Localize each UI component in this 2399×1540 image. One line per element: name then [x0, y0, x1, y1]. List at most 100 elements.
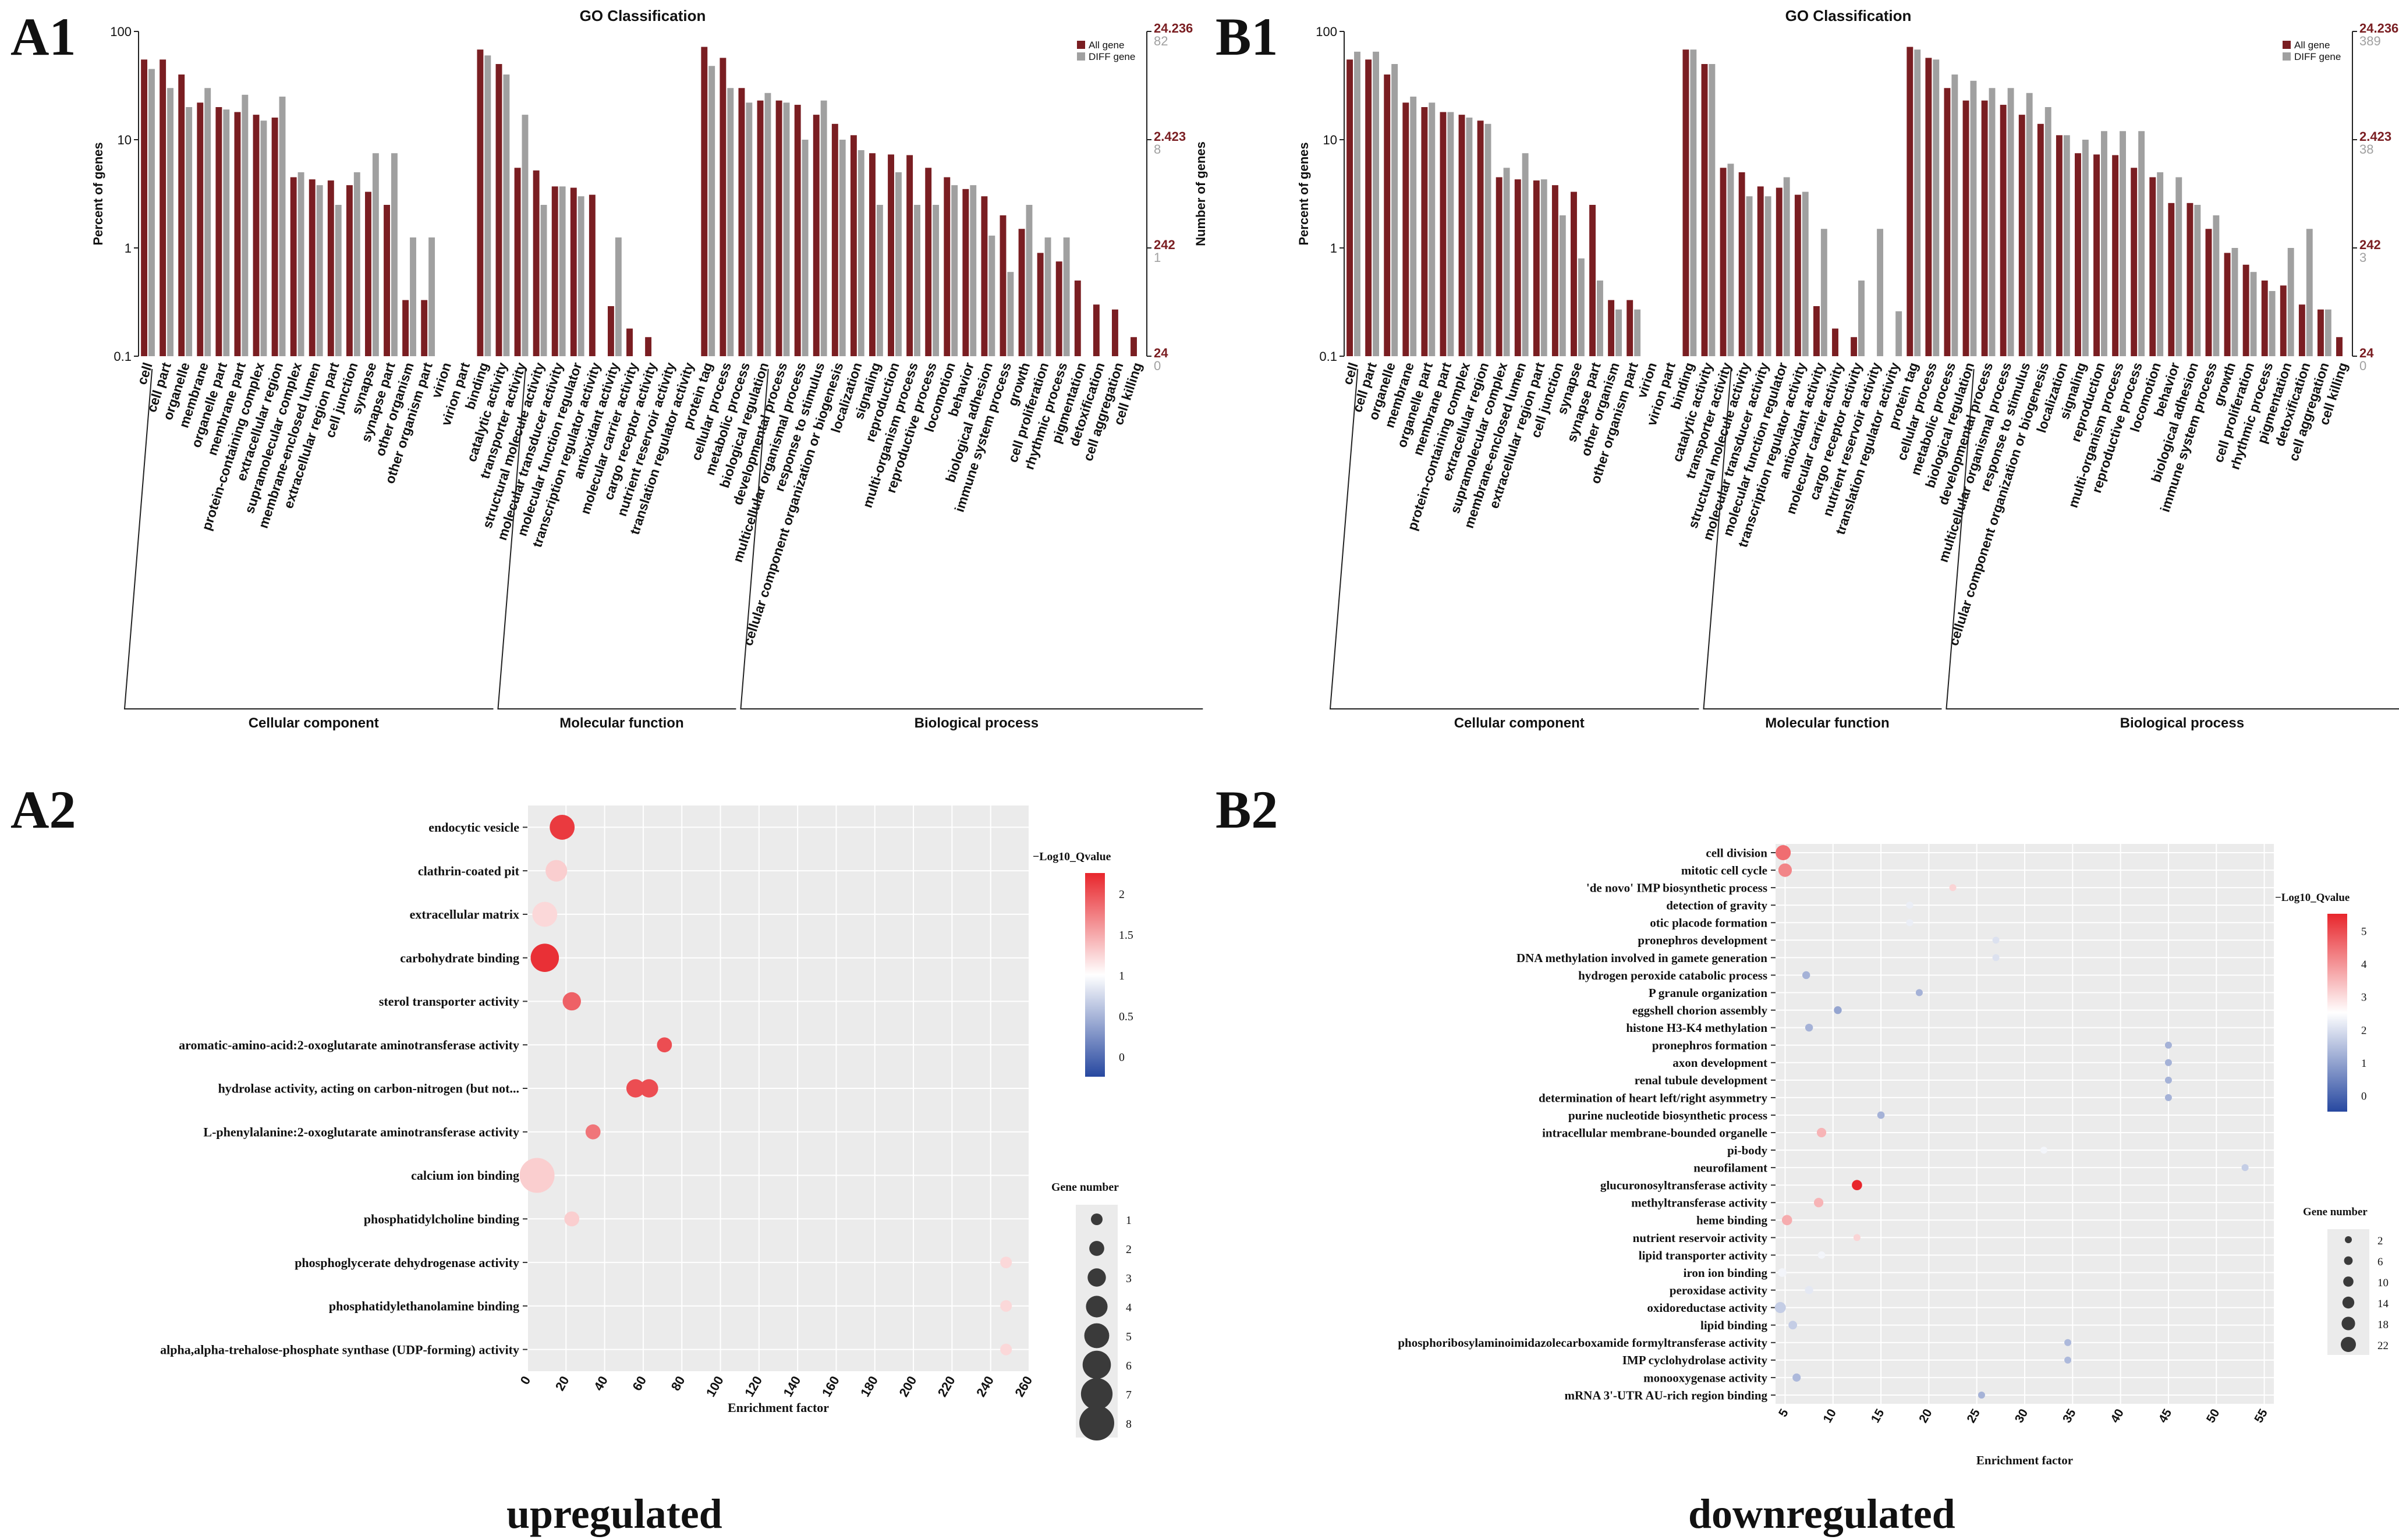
bar-diff-gene	[1354, 51, 1360, 357]
size-tick-label: 8	[1126, 1418, 1132, 1431]
bar-diff-gene	[1522, 153, 1529, 356]
term-label: nutrient reservoir activity	[1633, 1231, 1768, 1245]
bar-diff-gene	[1764, 196, 1771, 356]
data-point	[530, 943, 559, 972]
term-label: mitotic cell cycle	[1681, 863, 1767, 877]
bar-all-gene	[1477, 120, 1484, 357]
right-axis-all-label: 242	[1154, 237, 1175, 252]
bar-diff-gene	[1503, 168, 1510, 356]
size-legend-title: Gene number	[1051, 1181, 1119, 1194]
term-label: calcium ion binding	[411, 1168, 519, 1183]
bar-diff-gene	[895, 172, 902, 356]
bar-all-gene	[813, 115, 820, 356]
bar-diff-gene	[2044, 107, 2051, 356]
size-tick-label: 10	[2377, 1277, 2389, 1289]
size-tick-label: 1	[1126, 1214, 1132, 1227]
legend-swatch-diff	[2283, 52, 2291, 61]
data-point	[1877, 1111, 1885, 1119]
term-label: pronephros development	[1638, 934, 1767, 948]
bar-diff-gene	[1007, 272, 1014, 356]
term-label: detection of gravity	[1666, 899, 1767, 913]
term-label: lipid transporter activity	[1639, 1248, 1768, 1262]
term-label: pi-body	[1727, 1143, 1767, 1157]
size-tick-label: 3	[1126, 1272, 1132, 1285]
size-tick-label: 22	[2377, 1340, 2389, 1352]
legend-swatch-diff	[1077, 52, 1085, 61]
color-tick-label: 1	[1119, 970, 1125, 982]
bar-all-gene	[1720, 168, 1727, 356]
size-legend-dot	[1087, 1268, 1106, 1287]
x-tick-label: 180	[857, 1374, 881, 1399]
group-bracket	[123, 368, 494, 709]
bar-diff-gene	[2269, 291, 2276, 356]
data-point	[1778, 1268, 1787, 1277]
size-legend-box	[2327, 1229, 2369, 1355]
size-legend-dot	[2341, 1337, 2356, 1352]
data-point	[1000, 1343, 1012, 1356]
group-label: Cellular component	[249, 715, 379, 731]
data-point	[657, 1037, 672, 1053]
size-tick-label: 7	[1126, 1389, 1132, 1401]
term-label: oxidoreductase activity	[1647, 1301, 1767, 1315]
color-legend-title: −Log10_Qvalue	[2275, 892, 2350, 904]
bar-all-gene	[309, 179, 316, 356]
term-label: IMP cyclohydrolase activity	[1622, 1353, 1768, 1367]
term-label: cell division	[1706, 846, 1767, 860]
legend-swatch-all	[1077, 41, 1085, 49]
term-label: iron ion binding	[1684, 1266, 1768, 1280]
data-point	[1813, 1198, 1824, 1208]
x-tick-label: 45	[2156, 1407, 2175, 1425]
bar-diff-gene	[933, 204, 940, 356]
size-tick-label: 6	[1126, 1360, 1132, 1372]
data-point	[1834, 1006, 1842, 1014]
bar-diff-gene	[372, 153, 379, 356]
x-tick-label: 50	[2204, 1407, 2223, 1425]
y-tick-label: 10	[1323, 133, 1337, 147]
term-label: determination of heart left/right asymme…	[1539, 1091, 1768, 1105]
bar-diff-gene	[727, 88, 734, 357]
right-axis-all-label: 24.236	[2359, 21, 2398, 36]
color-tick-label: 1	[2361, 1058, 2366, 1070]
bar-all-gene	[738, 88, 745, 357]
term-label: axon development	[1672, 1056, 1767, 1070]
color-legend-title: −Log10_Qvalue	[1033, 850, 1111, 863]
right-axis-all-label: 24	[1154, 346, 1168, 360]
term-label: glucuronosyltransferase activity	[1600, 1179, 1768, 1193]
bar-all-gene	[402, 300, 409, 356]
term-label: pronephros formation	[1652, 1038, 1767, 1052]
bar-diff-gene	[1895, 311, 1902, 356]
data-point	[1781, 1215, 1792, 1226]
bar-diff-gene	[820, 100, 827, 356]
x-tick-label: 15	[1869, 1407, 1887, 1425]
data-point	[1949, 884, 1957, 892]
bubble-chart-A2: 0 20 40 60 80 100 120 140 160 180 200 220 240 260endo…	[160, 806, 1133, 1440]
term-label: otic placode formation	[1650, 916, 1767, 930]
bar-diff-gene	[1615, 309, 1622, 356]
bar-all-gene	[720, 58, 727, 356]
data-point	[640, 1079, 658, 1098]
bar-all-gene	[421, 300, 428, 356]
bar-all-gene	[1533, 180, 1540, 356]
term-label: intracellular membrane-bounded organelle	[1542, 1126, 1767, 1140]
x-tick-label: 80	[668, 1374, 688, 1393]
bar-all-gene	[1346, 59, 1353, 356]
color-tick-label: 0	[2361, 1091, 2366, 1103]
chart-title: GO Classification	[1785, 7, 1912, 24]
bar-all-gene	[2280, 285, 2287, 356]
size-legend-dot	[1079, 1406, 1114, 1440]
x-tick-label: 260	[1012, 1374, 1035, 1399]
data-point	[1805, 1286, 1813, 1294]
data-point	[1978, 1391, 1985, 1399]
bar-all-gene	[1944, 88, 1951, 357]
bar-all-gene	[2168, 203, 2175, 356]
size-legend-title: Gene number	[2303, 1206, 2368, 1218]
bar-all-gene	[1131, 337, 1137, 356]
bar-all-gene	[1037, 253, 1044, 356]
bar-diff-gene	[615, 237, 622, 356]
data-point	[1805, 1023, 1813, 1032]
bar-all-gene	[925, 168, 932, 356]
bar-diff-gene	[857, 150, 864, 356]
right-axis-all-label: 24.236	[1154, 21, 1193, 36]
chart-title: GO Classification	[580, 7, 706, 24]
